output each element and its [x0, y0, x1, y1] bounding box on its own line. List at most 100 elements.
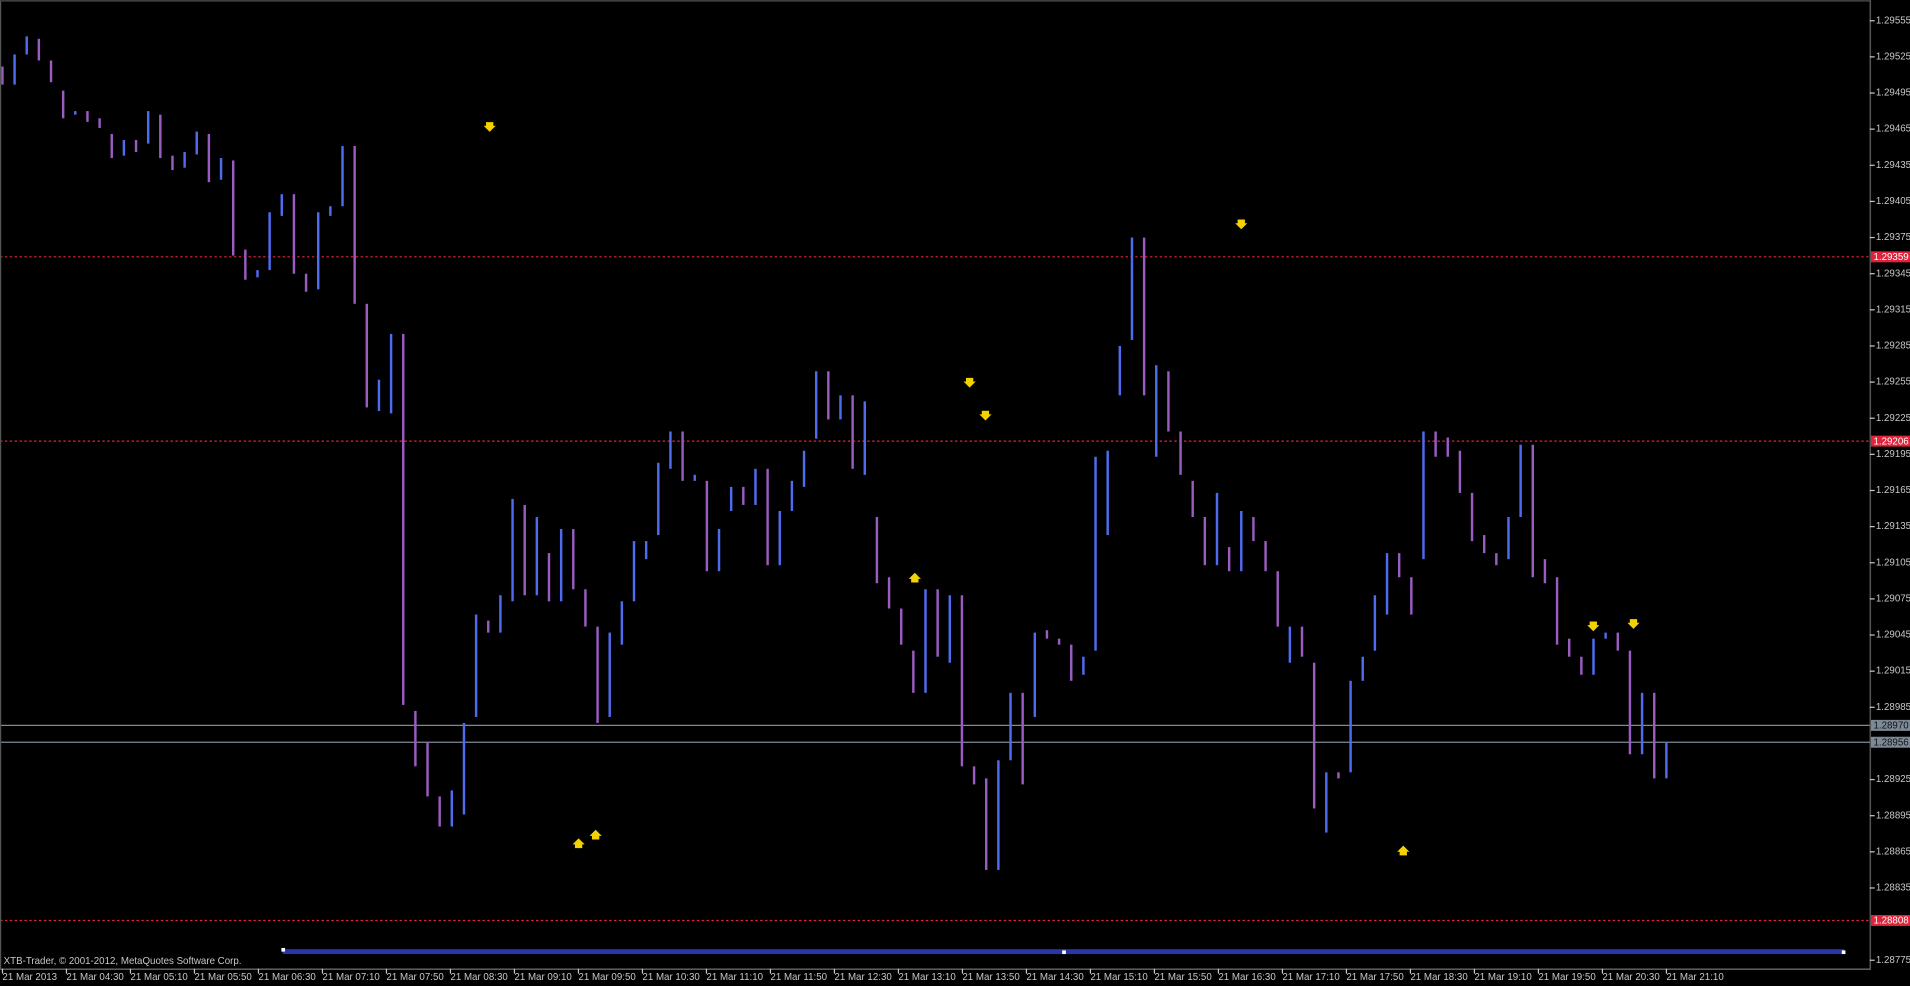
y-tick-label: 1.29255 [1876, 377, 1910, 388]
price-bar [1240, 510, 1243, 572]
price-bar [742, 486, 745, 505]
arrow-up [1397, 845, 1410, 856]
price-bar [1567, 638, 1571, 657]
y-tick-label: 1.28895 [1876, 810, 1910, 821]
price-bar [1227, 547, 1231, 572]
arrow-up [589, 829, 602, 840]
price-bar [863, 401, 866, 475]
price-bar [1373, 595, 1377, 651]
x-tick-label: 21 Mar 15:50 [1154, 972, 1212, 983]
price-bar [960, 595, 964, 767]
price-bar [134, 139, 138, 153]
arrow-down [1235, 219, 1248, 230]
x-tick-label: 21 Mar 10:30 [642, 972, 700, 983]
arrow-down [483, 122, 496, 132]
price-bar [729, 486, 733, 511]
price-bar [377, 379, 381, 412]
y-tick-label: 1.29345 [1876, 268, 1910, 279]
price-bar [875, 516, 879, 584]
price-bar [499, 595, 502, 633]
price-bar [778, 510, 781, 566]
price-level-box [1871, 915, 1910, 926]
price-bar [985, 778, 988, 870]
price-bar [183, 152, 186, 168]
price-bar [1021, 692, 1024, 785]
price-bar [620, 601, 624, 645]
x-tick-label: 21 Mar 07:50 [386, 972, 444, 983]
x-tick-label: 21 Mar 16:30 [1218, 972, 1276, 983]
scroll-handle[interactable] [281, 947, 286, 952]
price-bar [1555, 577, 1559, 645]
price-bar [790, 480, 794, 511]
price-bar [365, 303, 369, 408]
price-bar [474, 614, 478, 717]
scroll-handle[interactable] [1841, 950, 1846, 955]
price-bar [1142, 237, 1146, 396]
price-bar [1349, 680, 1352, 773]
price-bar [1070, 644, 1073, 681]
price-bar [1592, 638, 1595, 675]
price-bar [1616, 632, 1620, 651]
price-bar [171, 155, 174, 171]
y-tick-label: 1.29075 [1876, 593, 1910, 604]
arrow-up [572, 838, 585, 849]
price-bar [1458, 450, 1462, 493]
price-level-label: 1.29359 [1873, 252, 1908, 263]
price-bar [74, 111, 77, 115]
price-bar [1519, 444, 1522, 517]
price-bar [1446, 437, 1449, 457]
price-bar [1640, 692, 1644, 755]
price-bar [802, 450, 806, 487]
price-bar [511, 498, 514, 602]
price-bar [827, 371, 830, 420]
price-bar [1082, 656, 1085, 675]
y-tick-label: 1.29525 [1876, 51, 1910, 62]
price-bar [523, 504, 526, 596]
price-bar [754, 468, 757, 505]
y-tick-label: 1.29285 [1876, 341, 1910, 352]
price-bar [681, 431, 684, 481]
price-bar [1118, 345, 1122, 396]
arrow-down [963, 377, 976, 388]
price-bar [292, 194, 296, 274]
price-bar [61, 90, 65, 119]
x-tick-label: 21 Mar 05:10 [130, 972, 188, 983]
price-bar [450, 790, 454, 827]
price-bar [1470, 492, 1474, 542]
price-bar [462, 722, 466, 815]
price-bar [1410, 577, 1413, 615]
scroll-handle[interactable] [1062, 950, 1066, 955]
x-tick-label: 21 Mar 2013 [2, 972, 57, 983]
plot-frame [0, 0, 1872, 970]
y-tick-label: 1.29015 [1876, 666, 1910, 677]
price-bar [1653, 692, 1656, 779]
price-bar [1531, 444, 1534, 578]
price-bar [353, 146, 356, 304]
footer-text: XTB-Trader, © 2001-2012, MetaQuotes Soft… [4, 956, 242, 967]
price-bar [572, 529, 575, 590]
arrow-down [1627, 619, 1640, 629]
y-tick-label: 1.29195 [1876, 449, 1910, 460]
price-bar [887, 577, 891, 609]
price-bar [1264, 541, 1267, 572]
y-tick-label: 1.29165 [1876, 485, 1910, 496]
x-tick-label: 21 Mar 12:30 [834, 972, 892, 983]
x-tick-label: 21 Mar 08:30 [450, 972, 508, 983]
price-bar [207, 133, 211, 183]
price-bar [972, 766, 976, 785]
price-bar [936, 589, 939, 657]
price-bar [632, 541, 636, 602]
price-bar [1276, 571, 1279, 627]
price-level-box [1871, 736, 1910, 748]
y-tick-label: 1.28865 [1876, 846, 1910, 857]
y-tick-label: 1.28775 [1876, 955, 1910, 966]
price-bar [1495, 553, 1498, 566]
arrow-down [1587, 621, 1600, 632]
price-bar [608, 632, 611, 717]
price-bar [256, 270, 259, 278]
price-bar [912, 650, 915, 693]
price-level-label: 1.28970 [1873, 721, 1909, 732]
x-tick-label: 21 Mar 09:50 [578, 972, 636, 983]
x-tick-label: 21 Mar 11:10 [706, 972, 763, 983]
